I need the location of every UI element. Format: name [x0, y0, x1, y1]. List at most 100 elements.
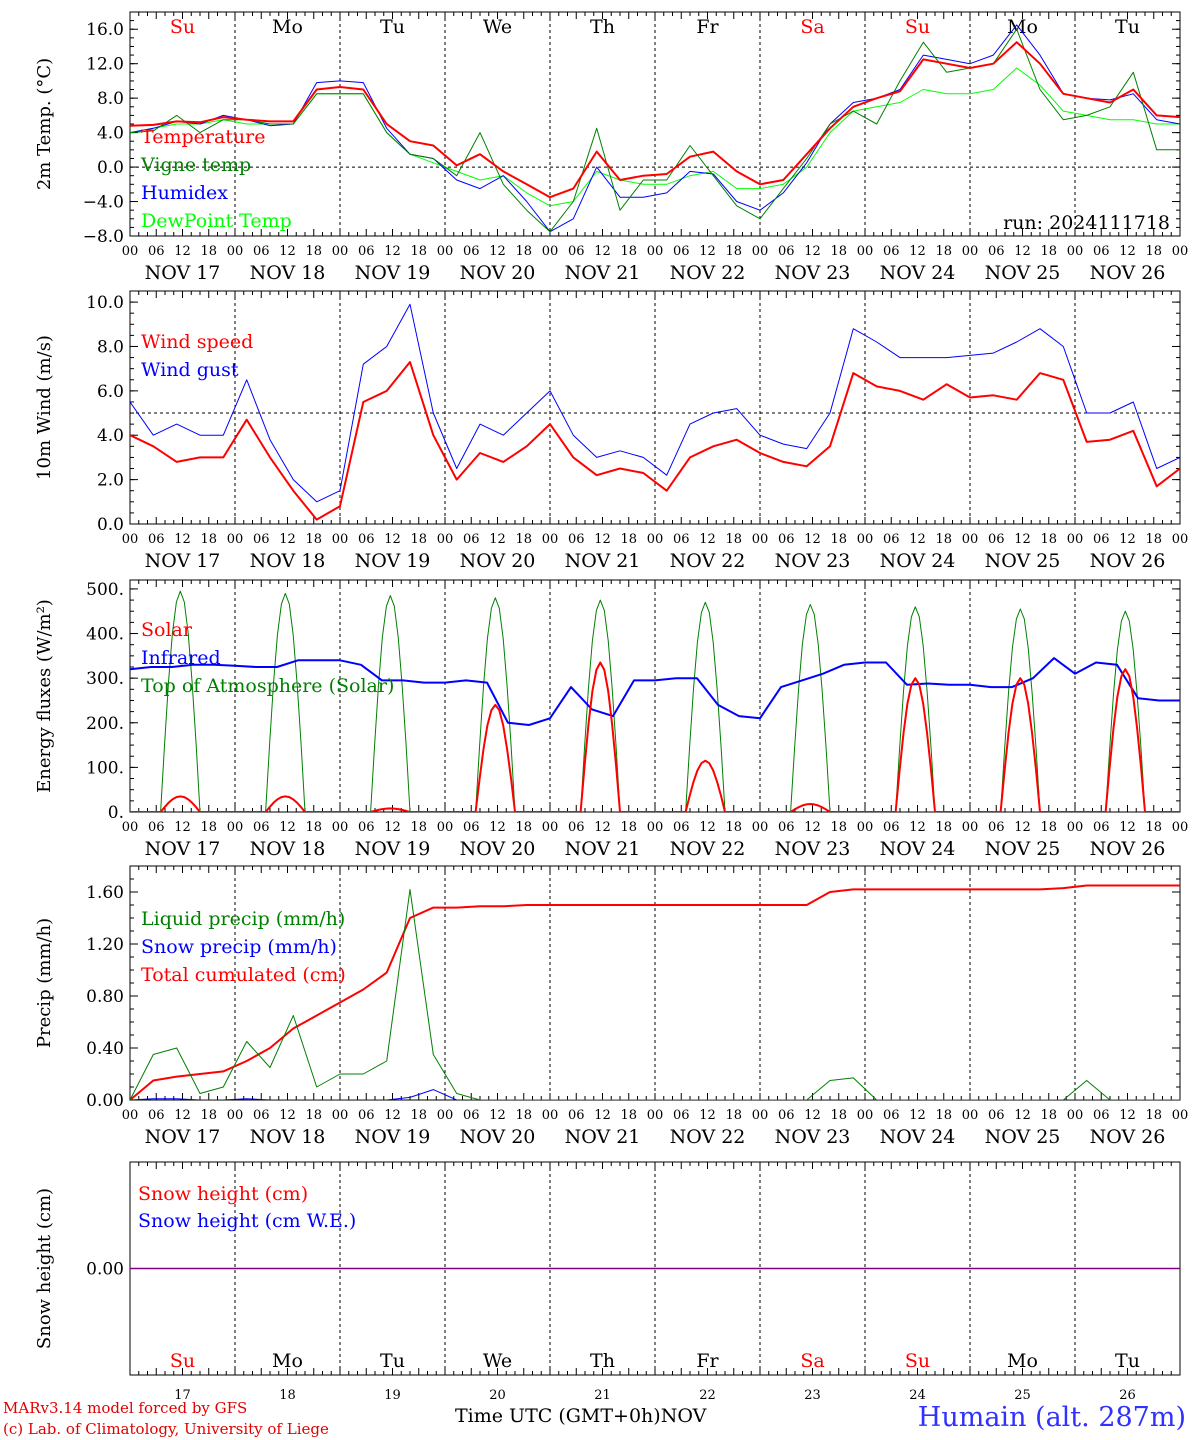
hour-label: 00	[857, 820, 874, 835]
hour-label: 12	[489, 532, 506, 547]
y-tick-label: 8.0	[97, 337, 124, 357]
hour-label: 06	[148, 244, 165, 259]
hour-label: 06	[883, 532, 900, 547]
hour-label: 12	[699, 1108, 716, 1123]
hour-label: 18	[515, 1108, 532, 1123]
hour-label: 00	[122, 820, 139, 835]
hour-label: 18	[1145, 1108, 1162, 1123]
day-label: NOV 18	[250, 1126, 326, 1148]
y-axis-label: Precip (mm/h)	[34, 918, 55, 1048]
hour-label: 06	[148, 1108, 165, 1123]
hour-label: 00	[437, 1108, 454, 1123]
day-number: 19	[384, 1388, 401, 1400]
hour-label: 00	[332, 820, 349, 835]
day-label: NOV 21	[565, 550, 641, 572]
hour-label: 00	[227, 532, 244, 547]
hour-label: 06	[883, 244, 900, 259]
hour-label: 18	[1040, 1108, 1057, 1123]
y-axis-label: 2m Temp. (°C)	[34, 58, 55, 190]
hour-label: 06	[988, 244, 1005, 259]
day-label: NOV 22	[670, 550, 746, 572]
hour-label: 18	[620, 532, 637, 547]
hour-label: 06	[358, 532, 375, 547]
hour-label: 06	[253, 244, 270, 259]
day-number: 18	[279, 1388, 296, 1400]
series-group	[130, 590, 1180, 812]
hour-label: 12	[489, 1108, 506, 1123]
hour-label: 12	[1014, 820, 1031, 835]
hour-label: 12	[279, 1108, 296, 1123]
hour-label: 18	[935, 1108, 952, 1123]
hour-label: 00	[1172, 820, 1189, 835]
hour-label: 12	[489, 820, 506, 835]
hour-label: 00	[227, 244, 244, 259]
hour-label: 06	[358, 244, 375, 259]
hour-label: 06	[1093, 820, 1110, 835]
hour-label: 00	[437, 820, 454, 835]
hour-label: 18	[1040, 820, 1057, 835]
y-tick-label: 300.	[86, 669, 124, 689]
hour-label: 06	[673, 244, 690, 259]
hour-label: 18	[200, 532, 217, 547]
legend-entry: Wind gust	[141, 359, 239, 381]
day-letter-bottom: Mo	[1007, 1350, 1038, 1372]
hour-label: 06	[988, 820, 1005, 835]
hour-label: 06	[568, 820, 585, 835]
hour-label: 06	[1093, 532, 1110, 547]
day-label: NOV 20	[460, 1126, 536, 1148]
hour-label: 12	[909, 532, 926, 547]
hour-label: 00	[542, 820, 559, 835]
hour-label: 00	[752, 820, 769, 835]
y-tick-label: 100.	[86, 758, 124, 778]
legend-entry: DewPoint Temp	[141, 210, 292, 232]
day-letter: We	[483, 16, 512, 38]
hour-label: 06	[988, 532, 1005, 547]
hour-label: 18	[200, 244, 217, 259]
hour-label: 06	[463, 532, 480, 547]
hour-label: 00	[542, 244, 559, 259]
y-tick-label: 6.0	[97, 382, 124, 402]
y-tick-label: 0.80	[86, 987, 124, 1007]
hour-label: 12	[594, 244, 611, 259]
y-tick-label: 0.0	[97, 158, 124, 178]
day-letter: Sa	[800, 16, 824, 38]
day-label: NOV 18	[250, 262, 326, 284]
hour-label: 18	[1040, 244, 1057, 259]
day-label: NOV 23	[775, 838, 851, 860]
day-label: NOV 25	[985, 1126, 1061, 1148]
day-label: NOV 24	[880, 838, 956, 860]
day-letter-bottom: We	[483, 1350, 512, 1372]
hour-label: 12	[1119, 820, 1136, 835]
day-label: NOV 22	[670, 1126, 746, 1148]
hour-label: 06	[673, 1108, 690, 1123]
hour-label: 00	[332, 1108, 349, 1123]
hour-label: 12	[279, 820, 296, 835]
panel-snow: 0.00 Snow height (cm) Su 17 Mo 18 Tu 19 We 20 Th 21…	[34, 1161, 1181, 1400]
hour-label: 12	[384, 244, 401, 259]
hour-label: 12	[174, 820, 191, 835]
y-tick-label: 0.0	[97, 515, 124, 535]
day-number: 22	[699, 1388, 716, 1400]
series-group	[130, 884, 1180, 1100]
day-letter-bottom: Tu	[1115, 1350, 1140, 1372]
day-label: NOV 20	[460, 262, 536, 284]
hour-label: 12	[594, 820, 611, 835]
hour-label: 00	[542, 532, 559, 547]
hour-label: 00	[962, 820, 979, 835]
day-number: 25	[1014, 1388, 1031, 1400]
y-axis-label: 10m Wind (m/s)	[34, 335, 55, 480]
hour-label: 18	[725, 1108, 742, 1123]
hour-label: 00	[542, 1108, 559, 1123]
hour-label: 12	[1014, 244, 1031, 259]
hour-label: 18	[410, 820, 427, 835]
day-letter: Fr	[696, 16, 719, 38]
hour-label: 12	[174, 1108, 191, 1123]
day-label: NOV 21	[565, 1126, 641, 1148]
hour-label: 00	[122, 532, 139, 547]
hour-label: 18	[725, 532, 742, 547]
day-label: NOV 17	[145, 262, 221, 284]
legend-entry: Total cumulated (cm)	[141, 964, 346, 986]
y-tick-label: 10.0	[86, 293, 124, 313]
day-number: 17	[174, 1388, 191, 1400]
hour-label: 06	[148, 820, 165, 835]
